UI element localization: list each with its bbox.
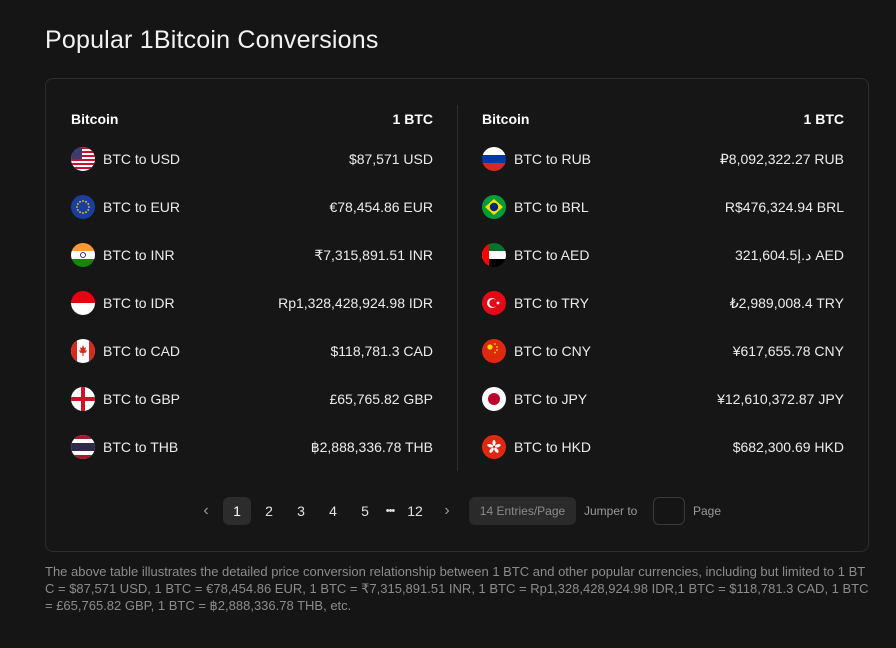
conversion-value: ₹7,315,891.51 INR bbox=[314, 246, 433, 263]
hk-flag-icon bbox=[482, 435, 506, 459]
conversion-value: £65,765.82 GBP bbox=[329, 391, 433, 407]
tr-flag-icon bbox=[482, 291, 506, 315]
conversion-value: R$476,324.94 BRL bbox=[724, 199, 844, 215]
page-title: Popular 1Bitcoin Conversions bbox=[45, 26, 379, 54]
gb-flag-icon bbox=[71, 387, 95, 411]
ru-flag-icon bbox=[482, 147, 506, 171]
page-button-12[interactable]: 12 bbox=[407, 503, 423, 519]
conversion-row-jpy[interactable]: BTC to JPY ¥12,610,372.87 JPY bbox=[482, 375, 844, 423]
page-button-2[interactable]: 2 bbox=[265, 503, 273, 519]
ae-flag-icon bbox=[482, 243, 506, 267]
jumper-label: Jumper to bbox=[584, 504, 638, 518]
conversion-row-gbp[interactable]: BTC to GBP £65,765.82 GBP bbox=[71, 375, 433, 423]
conversion-value: Rp1,328,428,924.98 IDR bbox=[278, 295, 433, 311]
conversion-pair-label: BTC to USD bbox=[103, 151, 181, 167]
chevron-left-icon[interactable]: ‹ bbox=[203, 502, 209, 519]
id-flag-icon bbox=[71, 291, 95, 315]
page-ellipsis[interactable]: ••• bbox=[385, 505, 396, 517]
left-conversion-column: Bitcoin 1 BTC BTC to USD $87,571 USD B bbox=[71, 103, 433, 471]
conversion-value: $682,300.69 HKD bbox=[732, 439, 844, 455]
conversion-row-thb[interactable]: BTC to THB ฿2,888,336.78 THB bbox=[71, 423, 433, 471]
page-jumper-input[interactable] bbox=[653, 497, 685, 525]
conversion-value: ₽8,092,322.27 RUB bbox=[719, 150, 844, 167]
conversion-row-cny[interactable]: BTC to CNY ¥617,655.78 CNY bbox=[482, 327, 844, 375]
conversion-description: The above table illustrates the detailed… bbox=[45, 564, 869, 613]
column-header: Bitcoin 1 BTC bbox=[482, 103, 844, 135]
conversion-pair-label: BTC to IDR bbox=[103, 295, 175, 311]
conversion-value: $118,781.3 CAD bbox=[330, 343, 433, 359]
conversion-row-usd[interactable]: BTC to USD $87,571 USD bbox=[71, 135, 433, 183]
conversion-value: ฿2,888,336.78 THB bbox=[310, 438, 433, 455]
conversion-value: ¥12,610,372.87 JPY bbox=[717, 391, 844, 407]
conversion-value: ₺2,989,008.4 TRY bbox=[729, 294, 844, 311]
conversion-pair-label: BTC to THB bbox=[103, 439, 179, 455]
conversion-card: Bitcoin 1 BTC BTC to USD $87,571 USD B bbox=[45, 78, 869, 552]
conversion-value: €78,454.86 EUR bbox=[329, 199, 433, 215]
conversion-pair-label: BTC to EUR bbox=[103, 199, 181, 215]
column-header-name: Bitcoin bbox=[71, 111, 119, 127]
in-flag-icon bbox=[71, 243, 95, 267]
right-conversion-column: Bitcoin 1 BTC BTC to RUB ₽8,092,322.27 R… bbox=[482, 103, 844, 471]
conversion-value: $87,571 USD bbox=[348, 151, 433, 167]
conversion-value: ¥617,655.78 CNY bbox=[732, 343, 844, 359]
conversion-row-aed[interactable]: BTC to AED د.إ321,604.5 AED bbox=[482, 231, 844, 279]
conversion-row-brl[interactable]: BTC to BRL R$476,324.94 BRL bbox=[482, 183, 844, 231]
column-header-name: Bitcoin bbox=[482, 111, 530, 127]
page-size-select[interactable]: 14 Entries/Page bbox=[469, 497, 576, 525]
cn-flag-icon bbox=[482, 339, 506, 363]
chevron-right-icon[interactable]: › bbox=[444, 502, 450, 519]
jp-flag-icon bbox=[482, 387, 506, 411]
conversion-pair-label: BTC to INR bbox=[103, 247, 175, 263]
conversion-row-cad[interactable]: BTC to CAD $118,781.3 CAD bbox=[71, 327, 433, 375]
column-header-unit: 1 BTC bbox=[803, 111, 844, 127]
conversion-pair-label: BTC to CNY bbox=[514, 343, 592, 359]
conversion-row-rub[interactable]: BTC to RUB ₽8,092,322.27 RUB bbox=[482, 135, 844, 183]
conversion-row-eur[interactable]: BTC to EUR €78,454.86 EUR bbox=[71, 183, 433, 231]
pagination: ‹ 1 2 3 4 5 ••• 12 › 14 Entries/Page Jum… bbox=[46, 497, 870, 527]
column-divider bbox=[457, 105, 458, 471]
conversion-pair-label: BTC to JPY bbox=[514, 391, 588, 407]
conversion-pair-label: BTC to TRY bbox=[514, 295, 589, 311]
conversion-row-try[interactable]: BTC to TRY ₺2,989,008.4 TRY bbox=[482, 279, 844, 327]
conversion-row-idr[interactable]: BTC to IDR Rp1,328,428,924.98 IDR bbox=[71, 279, 433, 327]
conversion-pair-label: BTC to CAD bbox=[103, 343, 181, 359]
conversion-row-hkd[interactable]: BTC to HKD $682,300.69 HKD bbox=[482, 423, 844, 471]
conversion-row-inr[interactable]: BTC to INR ₹7,315,891.51 INR bbox=[71, 231, 433, 279]
page-button-3[interactable]: 3 bbox=[297, 503, 305, 519]
page-button-1[interactable]: 1 bbox=[223, 497, 251, 525]
page-label: Page bbox=[693, 504, 722, 518]
us-flag-icon bbox=[71, 147, 95, 171]
conversion-pair-label: BTC to HKD bbox=[514, 439, 592, 455]
br-flag-icon bbox=[482, 195, 506, 219]
conversion-pair-label: BTC to GBP bbox=[103, 391, 181, 407]
conversion-value: د.إ321,604.5 AED bbox=[735, 246, 844, 263]
conversion-pair-label: BTC to BRL bbox=[514, 199, 589, 215]
column-header-unit: 1 BTC bbox=[392, 111, 433, 127]
eu-flag-icon bbox=[71, 195, 95, 219]
conversion-pair-label: BTC to AED bbox=[514, 247, 590, 263]
page-button-5[interactable]: 5 bbox=[361, 503, 369, 519]
th-flag-icon bbox=[71, 435, 95, 459]
column-header: Bitcoin 1 BTC bbox=[71, 103, 433, 135]
conversion-pair-label: BTC to RUB bbox=[514, 151, 592, 167]
page-button-4[interactable]: 4 bbox=[329, 503, 337, 519]
ca-flag-icon bbox=[71, 339, 95, 363]
